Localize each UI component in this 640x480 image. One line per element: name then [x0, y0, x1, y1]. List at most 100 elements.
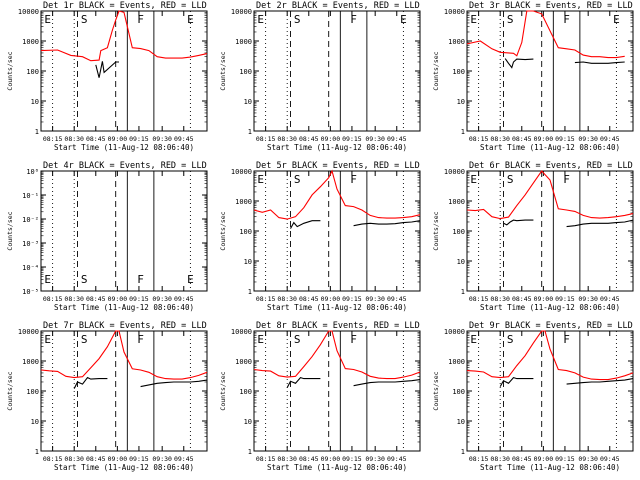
region-letter: S [81, 333, 88, 346]
y-tick-label: 1 [35, 448, 39, 456]
y-tick-label: 100 [26, 388, 39, 396]
y-tick-label: 100 [26, 68, 39, 76]
x-tick-label: 09:30 [365, 455, 385, 463]
region-letter: F [350, 13, 357, 26]
x-tick-label: 08:45 [86, 135, 106, 143]
x-tick-label: 09:00 [108, 295, 128, 303]
detector-panel: Det 1r BLACK = Events, RED = LLD Counts/s… [0, 0, 213, 160]
x-tick-label: 08:30 [64, 135, 84, 143]
x-tick-label: 08:45 [512, 135, 532, 143]
x-tick-label: 08:45 [512, 455, 532, 463]
y-tick-label: 1000 [235, 198, 252, 206]
x-tick-label: 09:30 [365, 295, 385, 303]
region-letter: S [507, 173, 514, 186]
x-axis-label: Start Time (11-Aug-12 08:06:40) [267, 463, 407, 472]
y-tick-label: 10⁻³ [22, 240, 39, 248]
plot-frame [466, 170, 634, 292]
y-tick-label: 10 [244, 418, 252, 426]
y-tick-label: 10000 [444, 168, 465, 176]
plot-frame [253, 10, 421, 132]
region-letter: E [187, 13, 194, 26]
x-tick-label: 08:30 [490, 295, 510, 303]
y-axis-label: Counts/sec [432, 371, 440, 410]
x-tick-label: 09:15 [342, 135, 362, 143]
region-letter: F [350, 333, 357, 346]
detector-panel: Det 8r BLACK = Events, RED = LLD Counts/s… [213, 320, 426, 480]
events-series-line [286, 376, 421, 388]
y-tick-label: 1 [248, 128, 252, 136]
lld-series-line [466, 10, 625, 59]
y-tick-label: 1000 [22, 38, 39, 46]
detector-panel: Det 7r BLACK = Events, RED = LLD Counts/s… [0, 320, 213, 480]
x-axis-label: Start Time (11-Aug-12 08:06:40) [54, 303, 194, 312]
chart-svg: Det 5r BLACK = Events, RED = LLD Counts/s… [219, 161, 421, 312]
x-tick-label: 08:45 [512, 295, 532, 303]
y-axis-label: Counts/sec [432, 51, 440, 90]
x-tick-label: 09:15 [342, 455, 362, 463]
chart-title: Det 5r BLACK = Events, RED = LLD [256, 161, 420, 171]
x-tick-label: 08:30 [64, 295, 84, 303]
x-tick-label: 09:45 [387, 295, 407, 303]
region-letter: E [400, 13, 407, 26]
x-tick-label: 08:30 [64, 455, 84, 463]
x-tick-label: 09:15 [555, 295, 575, 303]
x-tick-label: 09:45 [174, 455, 194, 463]
region-letter: E [44, 333, 51, 346]
events-series-line [499, 376, 634, 387]
x-axis-label: Start Time (11-Aug-12 08:06:40) [267, 143, 407, 152]
x-tick-label: 08:15 [43, 455, 63, 463]
x-tick-label: 09:30 [152, 295, 172, 303]
region-letter: E [257, 173, 264, 186]
y-axis-label: Counts/sec [6, 211, 14, 250]
y-axis-label: Counts/sec [219, 211, 227, 250]
chart-svg: Det 4r BLACK = Events, RED = LLD Counts/s… [6, 161, 208, 312]
x-tick-label: 08:15 [256, 455, 276, 463]
y-axis-label: Counts/sec [432, 211, 440, 250]
region-letter: E [44, 13, 51, 26]
chart-svg: Det 6r BLACK = Events, RED = LLD Counts/s… [432, 161, 634, 312]
y-tick-label: 1000 [22, 358, 39, 366]
x-tick-label: 09:00 [321, 295, 341, 303]
y-tick-label: 1 [35, 128, 39, 136]
x-tick-label: 09:45 [600, 295, 620, 303]
region-letter: S [507, 13, 514, 26]
y-axis-label: Counts/sec [6, 51, 14, 90]
x-tick-label: 09:00 [321, 455, 341, 463]
region-letter: E [470, 173, 477, 186]
events-series-line [73, 376, 208, 389]
x-tick-label: 08:15 [256, 295, 276, 303]
y-tick-label: 10000 [18, 8, 39, 16]
chart-title: Det 2r BLACK = Events, RED = LLD [256, 1, 420, 11]
x-axis-label: Start Time (11-Aug-12 08:06:40) [54, 143, 194, 152]
y-tick-label: 10 [31, 418, 39, 426]
x-tick-label: 09:30 [578, 455, 598, 463]
chart-title: Det 7r BLACK = Events, RED = LLD [43, 321, 207, 331]
x-tick-label: 08:30 [490, 455, 510, 463]
detector-panel: Det 5r BLACK = Events, RED = LLD Counts/s… [213, 160, 426, 320]
region-letter: E [470, 13, 477, 26]
y-tick-label: 10⁻² [22, 216, 39, 224]
x-tick-label: 08:15 [43, 295, 63, 303]
region-letter: F [137, 333, 144, 346]
chart-title: Det 1r BLACK = Events, RED = LLD [43, 1, 207, 11]
chart-svg: Det 7r BLACK = Events, RED = LLD Counts/s… [6, 321, 208, 472]
y-tick-label: 10⁻¹ [22, 192, 39, 200]
y-tick-label: 10000 [444, 8, 465, 16]
y-tick-label: 10⁻⁴ [22, 264, 39, 272]
x-tick-label: 08:15 [469, 295, 489, 303]
x-tick-label: 09:15 [342, 295, 362, 303]
y-tick-label: 1000 [448, 38, 465, 46]
region-letter: E [44, 273, 51, 286]
events-series-line [504, 58, 625, 69]
chart-svg: Det 3r BLACK = Events, RED = LLD Counts/s… [432, 1, 634, 152]
chart-title: Det 8r BLACK = Events, RED = LLD [256, 321, 420, 331]
y-tick-label: 10⁰ [26, 168, 39, 176]
y-tick-label: 1000 [235, 358, 252, 366]
region-letter: F [563, 333, 570, 346]
events-series-line [290, 220, 421, 229]
x-tick-label: 09:00 [108, 455, 128, 463]
x-tick-label: 08:15 [43, 135, 63, 143]
x-tick-label: 09:45 [174, 135, 194, 143]
x-tick-label: 08:45 [299, 295, 319, 303]
x-tick-label: 08:45 [299, 135, 319, 143]
